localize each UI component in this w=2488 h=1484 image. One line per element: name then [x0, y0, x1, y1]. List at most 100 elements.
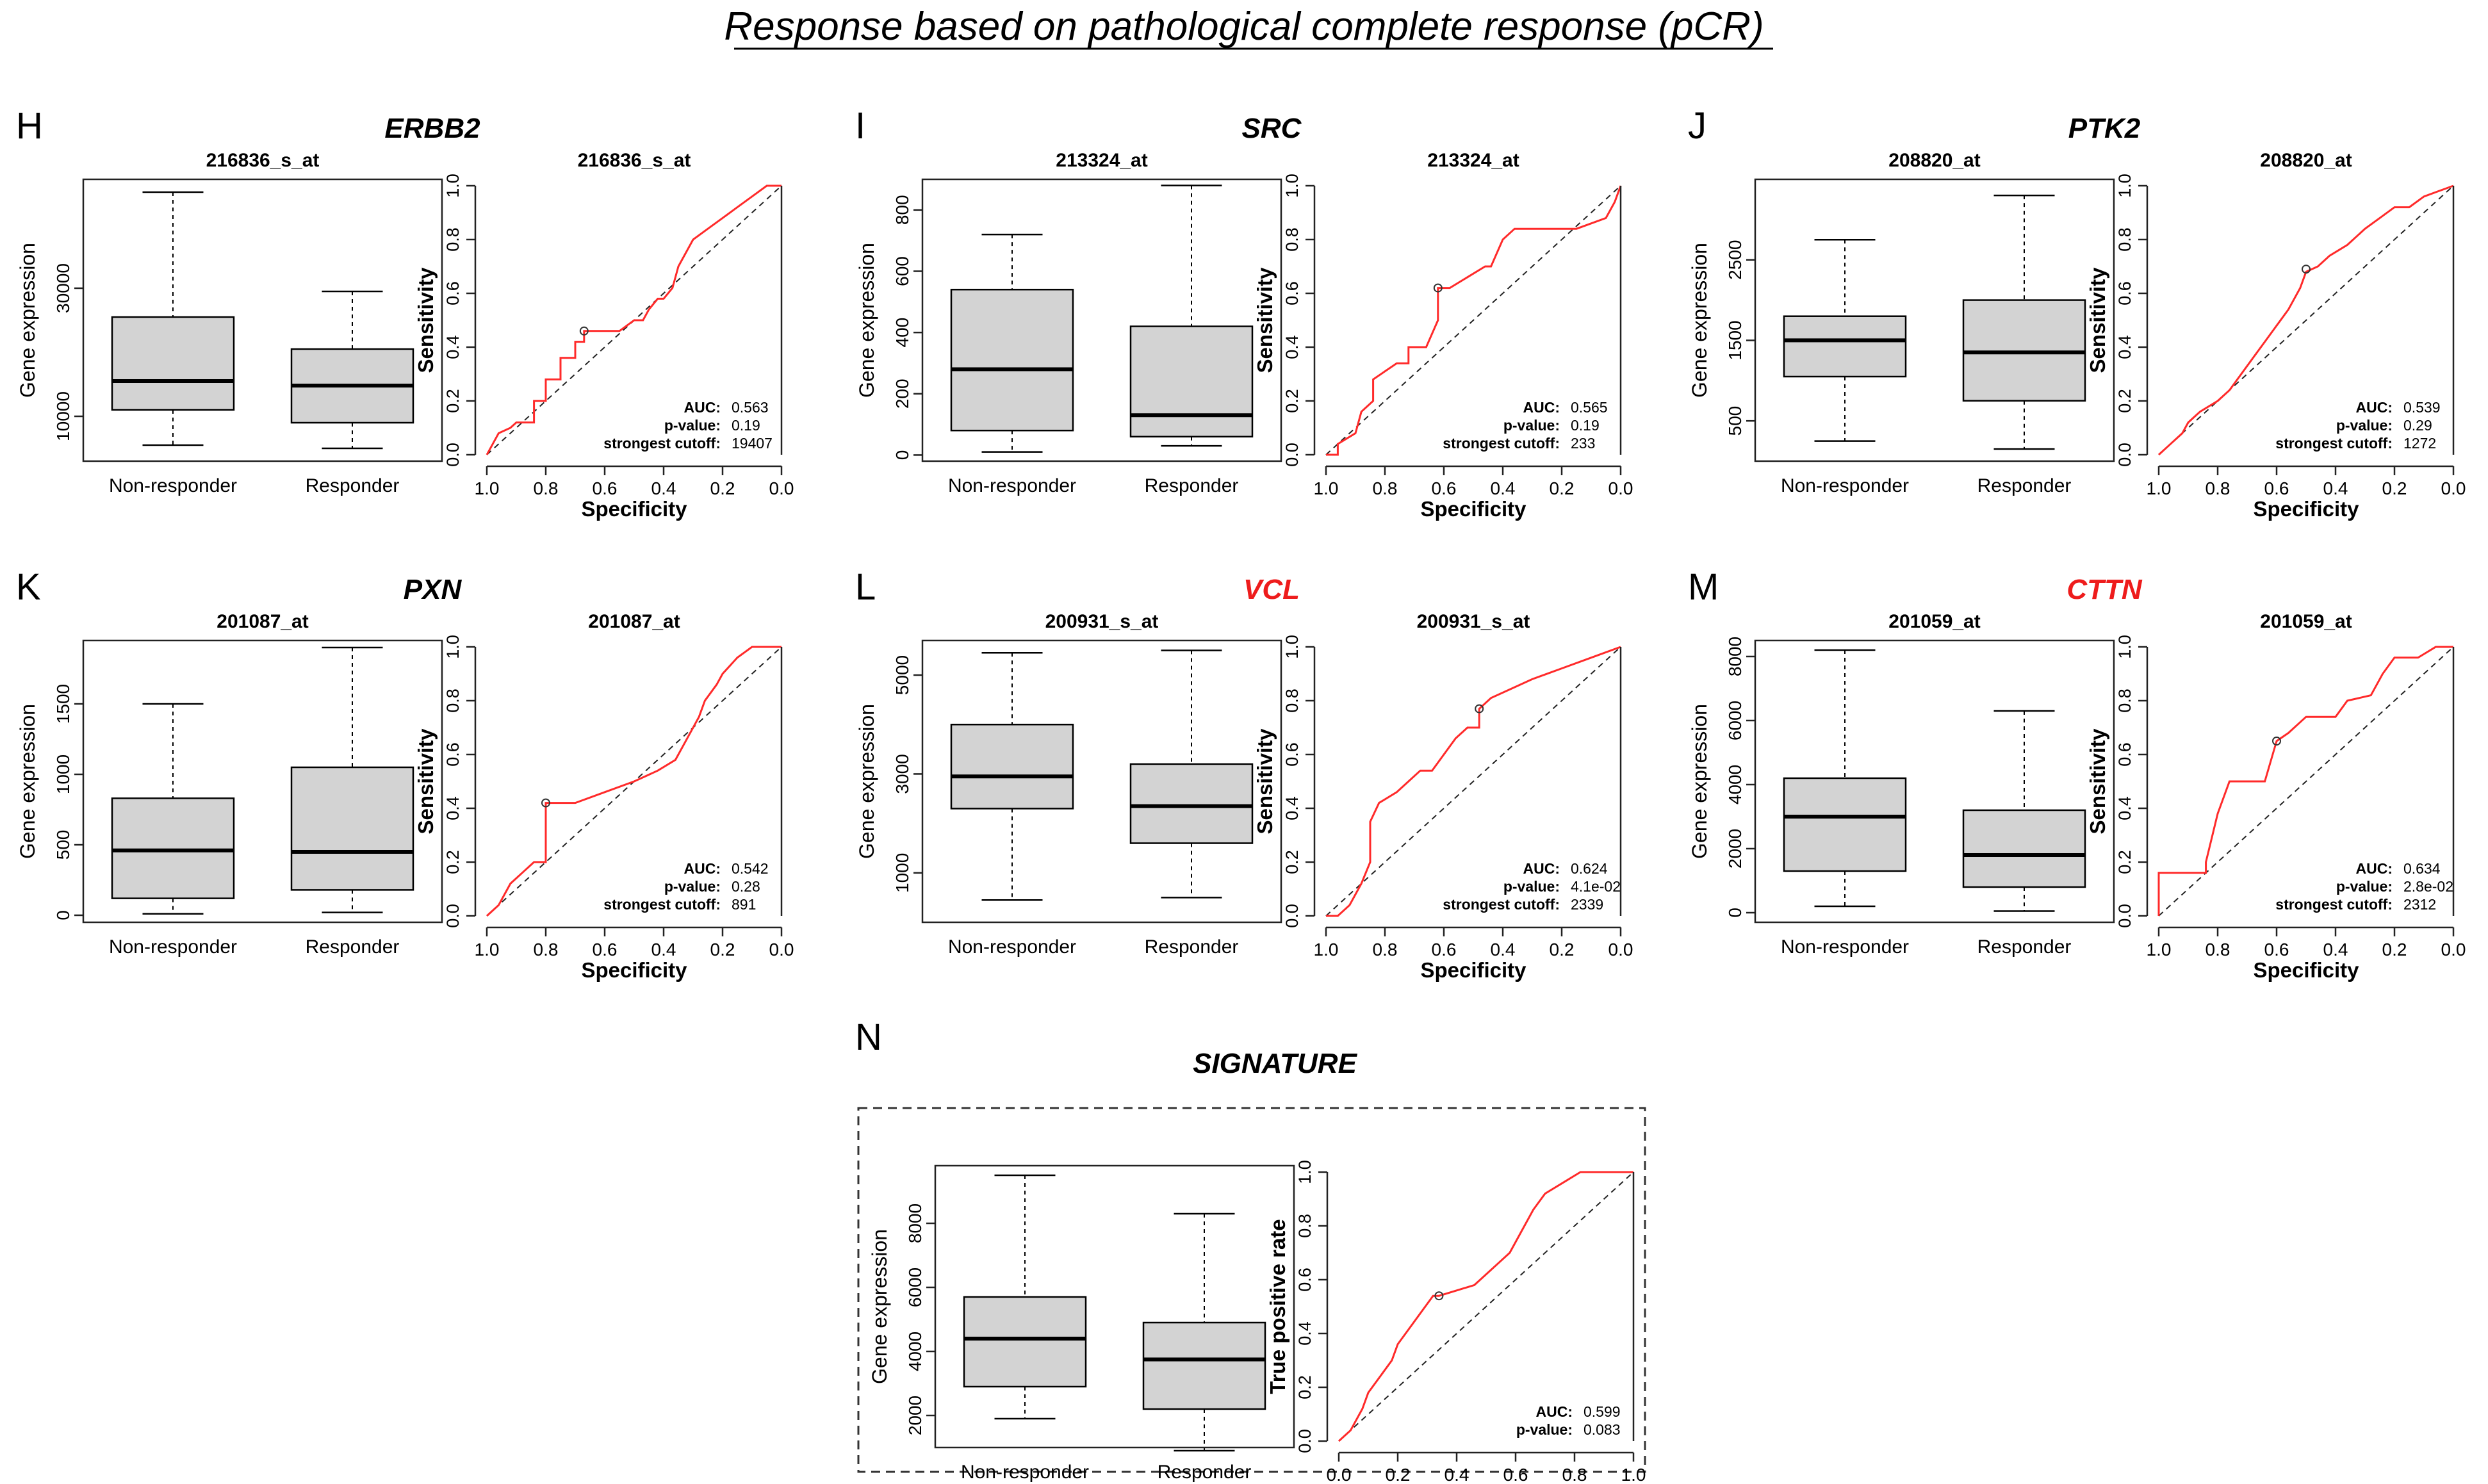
roc-y-tick-label: 0.4	[443, 796, 462, 820]
panel-gene-name: VCL	[1243, 574, 1300, 605]
box-plot-frame	[1754, 639, 2115, 924]
roc-y-tick-label: 0.4	[1295, 1321, 1314, 1346]
roc-curve	[2157, 646, 2453, 916]
roc-x-tick-label: 0.0	[2441, 478, 2466, 498]
roc-stat-label: p-value:	[1503, 878, 1560, 895]
roc-x-tick-label: 0.2	[1550, 478, 1575, 498]
roc-stat-value: 0.28	[732, 878, 760, 895]
roc-y-tick-label: 0.6	[1295, 1268, 1314, 1292]
roc-x-tick-label: 1.0	[2147, 940, 2172, 959]
roc-y-tick-label: 1.0	[2115, 635, 2134, 659]
chance-diagonal	[2158, 646, 2454, 917]
interquartile-box	[111, 797, 235, 899]
y-tick-label: 0	[53, 910, 73, 920]
signature-dashed-frame	[857, 1107, 1646, 1473]
y-tick-label: 8000	[1725, 637, 1745, 676]
roc-x-axis-label: Specificity	[581, 958, 687, 982]
y-tick-label: 0	[1725, 908, 1745, 918]
panel-i: I SRC 213324_at Non-responder Responder 0 200 4…	[855, 105, 1633, 521]
box-plot-frame	[1754, 178, 2115, 462]
roc-x-tick-label: 0.0	[1327, 1465, 1352, 1484]
panel-k: K PXN 201087_at Non-responder Responder 0 500 1…	[16, 566, 794, 982]
roc-stat-value: 0.565	[1571, 399, 1608, 416]
roc-y-tick-label: 0.0	[2115, 904, 2134, 928]
roc-stat-label: strongest cutoff:	[1443, 435, 1560, 452]
roc-x-tick-label: 0.2	[1386, 1465, 1411, 1484]
roc-y-tick-label: 1.0	[443, 174, 462, 198]
box-responder	[290, 646, 414, 913]
y-tick-label: 1000	[53, 754, 73, 794]
roc-x-tick-label: 0.8	[534, 940, 559, 959]
y-tick-label: 600	[892, 256, 912, 286]
roc-x-tick-label: 0.8	[534, 478, 559, 498]
roc-stat-label: strongest cutoff:	[603, 435, 721, 452]
box-plot-title: 213324_at	[1056, 150, 1147, 171]
roc-x-tick-label: 1.0	[475, 940, 500, 959]
roc-curve	[486, 184, 782, 455]
roc-x-tick-label: 0.6	[593, 940, 618, 959]
box-responder	[1129, 184, 1254, 447]
roc-y-axis-label: True positive rate	[1266, 1219, 1289, 1394]
roc-y-tick-label: 1.0	[2115, 174, 2134, 198]
box-non-responder	[111, 703, 235, 915]
box-category-label: Non-responder	[948, 936, 1076, 958]
roc-stat-label: p-value:	[664, 878, 721, 895]
box-responder	[1962, 710, 2086, 912]
roc-stat-label: AUC:	[2356, 399, 2393, 416]
panel-letter: J	[1688, 105, 1706, 147]
roc-stat-value: 2312	[2403, 896, 2436, 913]
roc-y-tick-label: 0.0	[1295, 1429, 1314, 1453]
panels: H ERBB2 216836_s_at Non-responder Responder 1…	[16, 105, 2466, 1484]
roc-y-tick-label: 0.0	[443, 904, 462, 928]
chance-diagonal	[2158, 185, 2454, 455]
y-tick-label: 4000	[905, 1332, 925, 1371]
roc-stat-label: p-value:	[1516, 1421, 1573, 1438]
roc-x-tick-label: 0.4	[1491, 940, 1516, 959]
roc-y-tick-label: 0.0	[443, 443, 462, 467]
box-plot-frame	[921, 178, 1282, 462]
roc-y-tick-label: 0.2	[2115, 850, 2134, 874]
roc-stat-label: AUC:	[2356, 860, 2393, 877]
roc-stat-value: 0.634	[2403, 860, 2441, 877]
y-tick-label: 5000	[892, 655, 912, 695]
cutoff-marker	[1475, 704, 1484, 713]
box-category-label: Responder	[1977, 936, 2072, 958]
roc-stat-value: 2.8e-02	[2403, 878, 2453, 895]
box-category-label: Responder	[1977, 475, 2072, 496]
box-non-responder	[950, 652, 1074, 901]
roc-y-tick-label: 0.8	[1282, 689, 1302, 713]
roc-x-tick-label: 0.0	[2441, 940, 2466, 959]
roc-x-tick-label: 0.6	[593, 478, 618, 498]
roc-y-tick-label: 0.4	[1282, 335, 1302, 359]
roc-x-tick-label: 0.6	[1503, 1465, 1528, 1484]
box-y-axis-label: Gene expression	[855, 704, 878, 859]
roc-x-tick-label: 1.0	[1314, 478, 1339, 498]
y-tick-label: 1500	[1725, 320, 1745, 360]
roc-y-tick-label: 0.2	[1282, 850, 1302, 874]
box-non-responder	[950, 233, 1074, 453]
roc-x-tick-label: 0.8	[1373, 478, 1398, 498]
roc-stat-value: 2339	[1571, 896, 1603, 913]
roc-x-tick-label: 0.6	[1432, 478, 1457, 498]
roc-y-tick-label: 0.2	[1282, 389, 1302, 413]
roc-y-tick-label: 0.6	[1282, 281, 1302, 306]
panel-n: N SIGNATURE Non-responder Responder 2000 4000…	[855, 1016, 1646, 1484]
box-responder	[1962, 194, 2086, 450]
roc-x-tick-label: 1.0	[1314, 940, 1339, 959]
roc-stat-value: 0.563	[732, 399, 769, 416]
figure-title: Response based on pathological complete …	[724, 4, 1764, 49]
y-tick-label: 500	[53, 830, 73, 860]
box-category-label: Non-responder	[948, 475, 1076, 496]
y-tick-label: 1500	[53, 684, 73, 724]
roc-x-tick-label: 0.0	[1608, 478, 1633, 498]
roc-y-tick-label: 0.2	[2115, 389, 2134, 413]
roc-y-axis-label: Sensitivity	[2086, 728, 2109, 835]
panel-gene-name: CTTN	[2067, 574, 2143, 605]
roc-y-tick-label: 0.8	[443, 227, 462, 252]
roc-y-tick-label: 1.0	[1282, 635, 1302, 659]
interquartile-box	[1142, 1321, 1266, 1410]
y-tick-label: 2500	[1725, 240, 1745, 280]
box-y-axis-label: Gene expression	[1688, 243, 1711, 398]
roc-stat-label: p-value:	[1503, 417, 1560, 434]
roc-x-axis-label: Specificity	[2253, 958, 2359, 982]
